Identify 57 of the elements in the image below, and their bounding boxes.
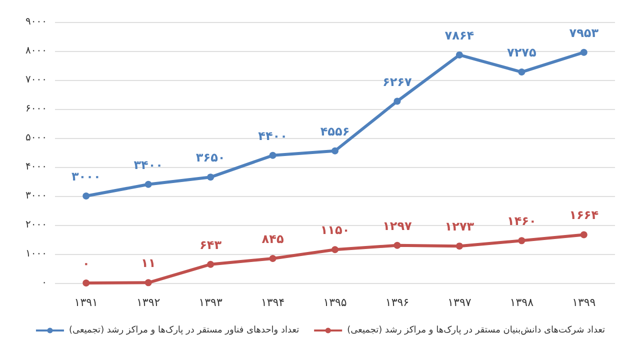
point <box>518 237 526 244</box>
point <box>144 180 152 188</box>
data-label: ۳۴۰۰ <box>134 158 163 172</box>
x-tick-label: ۱۳۹۳ <box>198 296 222 309</box>
y-tick-label: ۹۰۰۰ <box>26 16 47 28</box>
y-tick-label: ۳۰۰۰ <box>26 190 47 202</box>
point <box>332 246 338 254</box>
data-label: ۷۲۷۵ <box>507 46 536 60</box>
data-label: ۱۱ <box>141 256 156 270</box>
x-tick-label: ۱۳۹۱ <box>74 296 98 309</box>
data-label: ۱۶۶۴ <box>569 208 599 222</box>
data-label: ۱۱۵۰ <box>320 223 350 238</box>
data-label: ۶۲۶۷ <box>382 74 413 89</box>
data-label: ۶۴۳ <box>200 238 222 252</box>
data-label: ۴۴۰۰ <box>258 128 288 143</box>
data-label: ۷۹۵۳ <box>569 26 600 40</box>
y-tick-label: ۵۰۰۰ <box>26 132 47 144</box>
point <box>394 98 401 105</box>
x-tick-label: ۱۳۹۸ <box>510 296 534 309</box>
x-tick-label: ۱۳۹۵ <box>323 296 347 309</box>
point <box>456 242 463 250</box>
y-tick-label: ۷۰۰۰ <box>26 74 47 86</box>
point <box>580 48 588 56</box>
data-label: ۱۴۶۰ <box>507 214 536 228</box>
data-label: ۰ <box>82 256 90 270</box>
x-tick-label: ۱۳۹۹ <box>572 296 596 309</box>
y-tick-label: ۴۰۰۰ <box>26 162 47 172</box>
data-label: ۷۸۶۴ <box>444 28 474 42</box>
point <box>82 280 90 286</box>
point <box>394 242 401 249</box>
y-tick-label: ۸۰۰۰ <box>26 46 47 56</box>
data-label: ۳۶۵۰ <box>196 150 226 165</box>
x-tick-label: ۱۳۹۴ <box>260 296 285 309</box>
data-label: ۱۲۷۳ <box>444 220 475 234</box>
legend-label: تعداد شرکت‌های دانش‌بنیان مستقر در پارک‌ها و مراکز رشد (تجمیعی) <box>347 326 606 336</box>
data-label: ۴۵۵۶ <box>320 124 350 138</box>
data-label: ۳۰۰۰ <box>71 170 101 184</box>
legend-label: تعداد واحدهای فناور مستقر در پارک‌ها و مراکز رشد (تجمیعی) <box>68 326 300 336</box>
point <box>82 192 90 200</box>
point <box>207 174 214 181</box>
y-tick-label: ۲۰۰۰ <box>26 220 47 230</box>
x-tick-label: ۱۳۹۲ <box>136 296 160 309</box>
data-label: ۸۴۵ <box>262 232 284 246</box>
point <box>518 68 526 76</box>
point <box>580 231 588 238</box>
y-tick-label: ۱۰۰۰ <box>26 248 47 260</box>
point <box>269 254 276 262</box>
point <box>456 51 463 58</box>
point <box>144 279 152 286</box>
point <box>269 152 276 159</box>
point <box>207 260 214 268</box>
x-tick-label: ۱۳۹۶ <box>385 296 410 309</box>
y-tick-label: ۰ <box>42 278 47 288</box>
point <box>332 147 338 154</box>
x-tick-label: ۱۳۹۷ <box>448 296 472 309</box>
data-label: ۱۲۹۷ <box>382 218 413 233</box>
y-tick-label: ۶۰۰۰ <box>26 104 47 114</box>
